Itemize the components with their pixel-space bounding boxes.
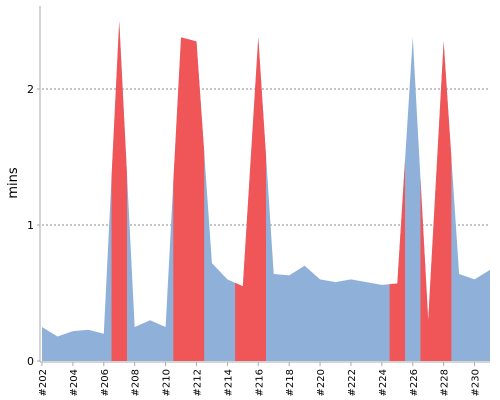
x-tick-label: #230 xyxy=(471,369,482,396)
x-tick-label: #202 xyxy=(38,369,49,396)
y-tick-label: 1 xyxy=(27,219,34,232)
y-tick-label: 2 xyxy=(27,83,34,96)
highlight-region-2 xyxy=(173,37,205,361)
x-tick-label: #204 xyxy=(69,369,80,396)
x-tick-label: #210 xyxy=(162,369,173,396)
x-tick-label: #216 xyxy=(254,369,265,396)
y-axis-label: mins xyxy=(6,167,21,199)
x-tick-label: #218 xyxy=(285,369,296,396)
highlight-regions xyxy=(111,21,452,362)
x-tick-label: #224 xyxy=(378,369,389,396)
x-tick-label: #212 xyxy=(192,369,203,396)
highlight-region-4 xyxy=(389,160,406,361)
highlight-region-1 xyxy=(111,21,127,361)
x-tick-label: #228 xyxy=(440,369,451,396)
x-tick-label: #222 xyxy=(347,369,358,396)
x-tick-label: #206 xyxy=(100,369,111,396)
x-tick-label: #208 xyxy=(131,369,142,396)
y-tick-labels: 0 1 2 xyxy=(27,83,40,368)
x-tick-label: #214 xyxy=(223,369,234,396)
y-tick-label: 0 xyxy=(27,355,34,368)
highlight-region-3 xyxy=(235,37,266,361)
axes xyxy=(39,6,490,363)
x-tick-label: #226 xyxy=(409,369,420,396)
x-tick-labels: #202 #204 #206 #208 #210 #212 #214 #216 #218 #220… xyxy=(38,362,482,396)
x-tick-label: #220 xyxy=(316,369,327,396)
highlight-region-5 xyxy=(420,41,452,362)
